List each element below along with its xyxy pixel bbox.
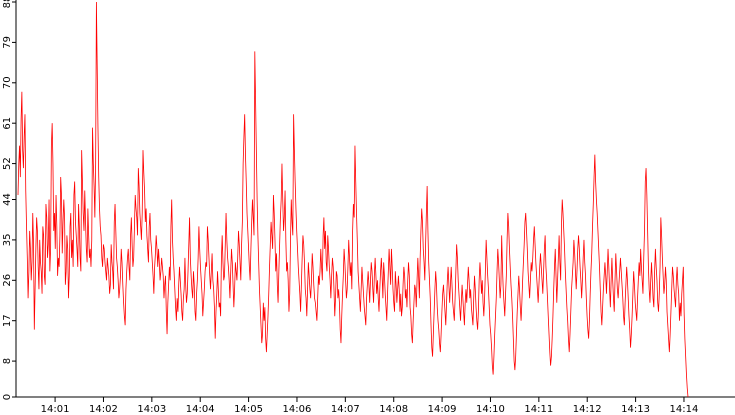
y-tick-label: 88 [2,0,13,8]
y-tick-label: 17 [2,314,13,327]
y-tick-label: 26 [2,274,13,287]
x-tick-label: 14:01 [41,404,70,415]
x-tick-label: 14:14 [670,404,699,415]
y-tick-label: 35 [2,234,13,247]
x-tick-label: 14:05 [234,404,263,415]
x-tick-label: 14:10 [476,404,505,415]
series-line-0 [17,1,689,398]
y-tick-label: 44 [2,193,13,206]
x-tick-label: 14:12 [573,404,602,415]
y-tick-label: 70 [2,76,13,89]
x-tick-label: 14:09 [428,404,457,415]
x-tick-label: 14:08 [379,404,408,415]
y-tick-label: 8 [2,358,13,364]
y-tick-label: 61 [2,117,13,130]
x-tick-label: 14:11 [524,404,553,415]
x-tick-label: 14:02 [89,404,118,415]
y-tick-label: 0 [2,394,13,400]
y-tick-label: 52 [2,157,13,170]
x-tick-label: 14:03 [137,404,166,415]
x-tick-label: 14:07 [331,404,360,415]
x-tick-label: 14:13 [621,404,650,415]
x-tick-label: 14:06 [283,404,312,415]
x-tick-label: 14:04 [186,404,215,415]
y-tick-label: 79 [2,36,13,49]
